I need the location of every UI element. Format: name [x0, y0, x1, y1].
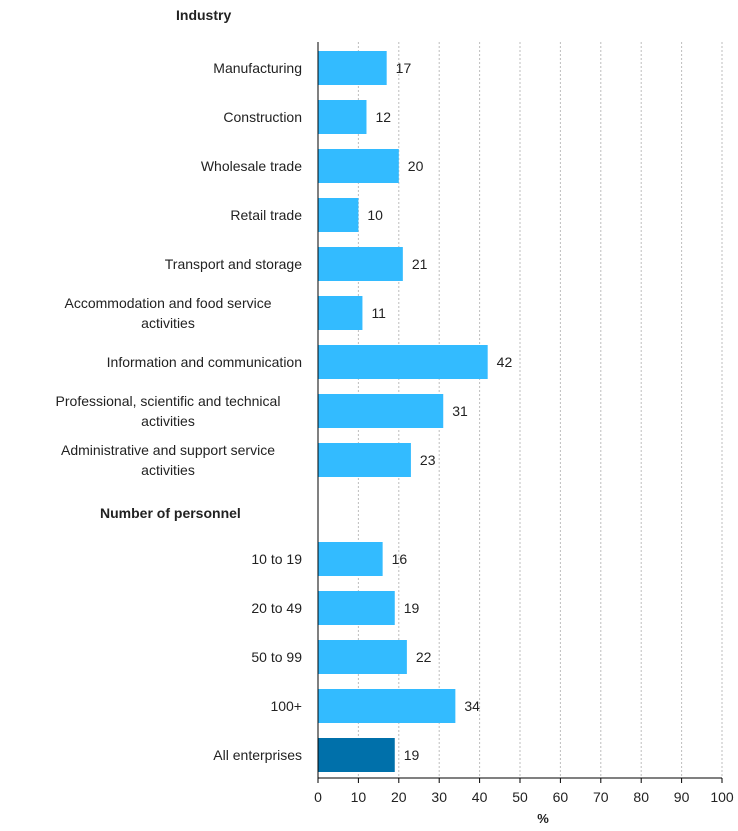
category-label-line: Administrative and support service	[61, 442, 275, 458]
category-label: Information and communication	[107, 354, 302, 370]
category-label: Accommodation and food service activities	[65, 295, 272, 331]
category-label-line: Professional, scientific and technical	[56, 393, 281, 409]
category-label: All enterprises	[213, 747, 302, 763]
value-label: 34	[464, 698, 480, 714]
group-heading: Industry	[176, 7, 231, 23]
value-label: 16	[392, 551, 408, 567]
category-label-line: activities	[141, 315, 195, 331]
category-label-line: activities	[141, 413, 195, 429]
value-label: 17	[396, 60, 412, 76]
category-label-line: Accommodation and food service	[65, 295, 272, 311]
bar	[318, 542, 383, 576]
value-label: 12	[375, 109, 391, 125]
bar	[318, 443, 411, 477]
bar	[318, 198, 359, 232]
category-label: 20 to 49	[251, 600, 302, 616]
category-label: Transport and storage	[165, 256, 302, 272]
bar	[318, 689, 456, 723]
bar	[318, 640, 407, 674]
bar	[318, 247, 403, 281]
x-tick-label: 100	[710, 789, 734, 805]
category-label-line: activities	[141, 462, 195, 478]
value-label: 19	[404, 747, 420, 763]
value-label: 21	[412, 256, 428, 272]
category-label: 100+	[270, 698, 302, 714]
category-label: 50 to 99	[251, 649, 302, 665]
bar	[318, 345, 488, 379]
x-tick-label: 70	[593, 789, 609, 805]
x-tick-label: 50	[512, 789, 528, 805]
x-tick-label: 0	[314, 789, 322, 805]
axis-layer: % 0 10 20 30 40 50 60 70 80 90 100	[314, 42, 734, 826]
value-label: 20	[408, 158, 424, 174]
x-tick-label: 30	[431, 789, 447, 805]
bar	[318, 149, 399, 183]
category-label: Wholesale trade	[201, 158, 302, 174]
category-label: 10 to 19	[251, 551, 302, 567]
category-label: Professional, scientific and technical ac…	[56, 393, 281, 429]
value-label: 31	[452, 403, 468, 419]
value-label: 19	[404, 600, 420, 616]
bar	[318, 296, 363, 330]
value-label: 22	[416, 649, 432, 665]
bar	[318, 591, 395, 625]
x-tick-label: 40	[472, 789, 488, 805]
category-label: Manufacturing	[213, 60, 302, 76]
x-tick-label: 10	[351, 789, 367, 805]
x-tick-label: 80	[633, 789, 649, 805]
category-label: Retail trade	[230, 207, 302, 223]
group-heading: Number of personnel	[100, 505, 241, 521]
value-label: 23	[420, 452, 436, 468]
value-label: 10	[367, 207, 383, 223]
x-tick-label: 90	[674, 789, 690, 805]
bar	[318, 100, 367, 134]
label-layer: Industry 17 Manufacturing 12 Construction 20 W…	[56, 7, 513, 763]
bar-layer	[318, 51, 488, 772]
category-label: Construction	[223, 109, 302, 125]
x-tick-label: 60	[553, 789, 569, 805]
x-axis-title: %	[537, 811, 549, 826]
value-label: 11	[371, 305, 386, 321]
x-tick-label: 20	[391, 789, 407, 805]
bar	[318, 51, 387, 85]
bar	[318, 394, 444, 428]
category-label: Administrative and support service activi…	[61, 442, 275, 478]
bar	[318, 738, 395, 772]
value-label: 42	[497, 354, 513, 370]
